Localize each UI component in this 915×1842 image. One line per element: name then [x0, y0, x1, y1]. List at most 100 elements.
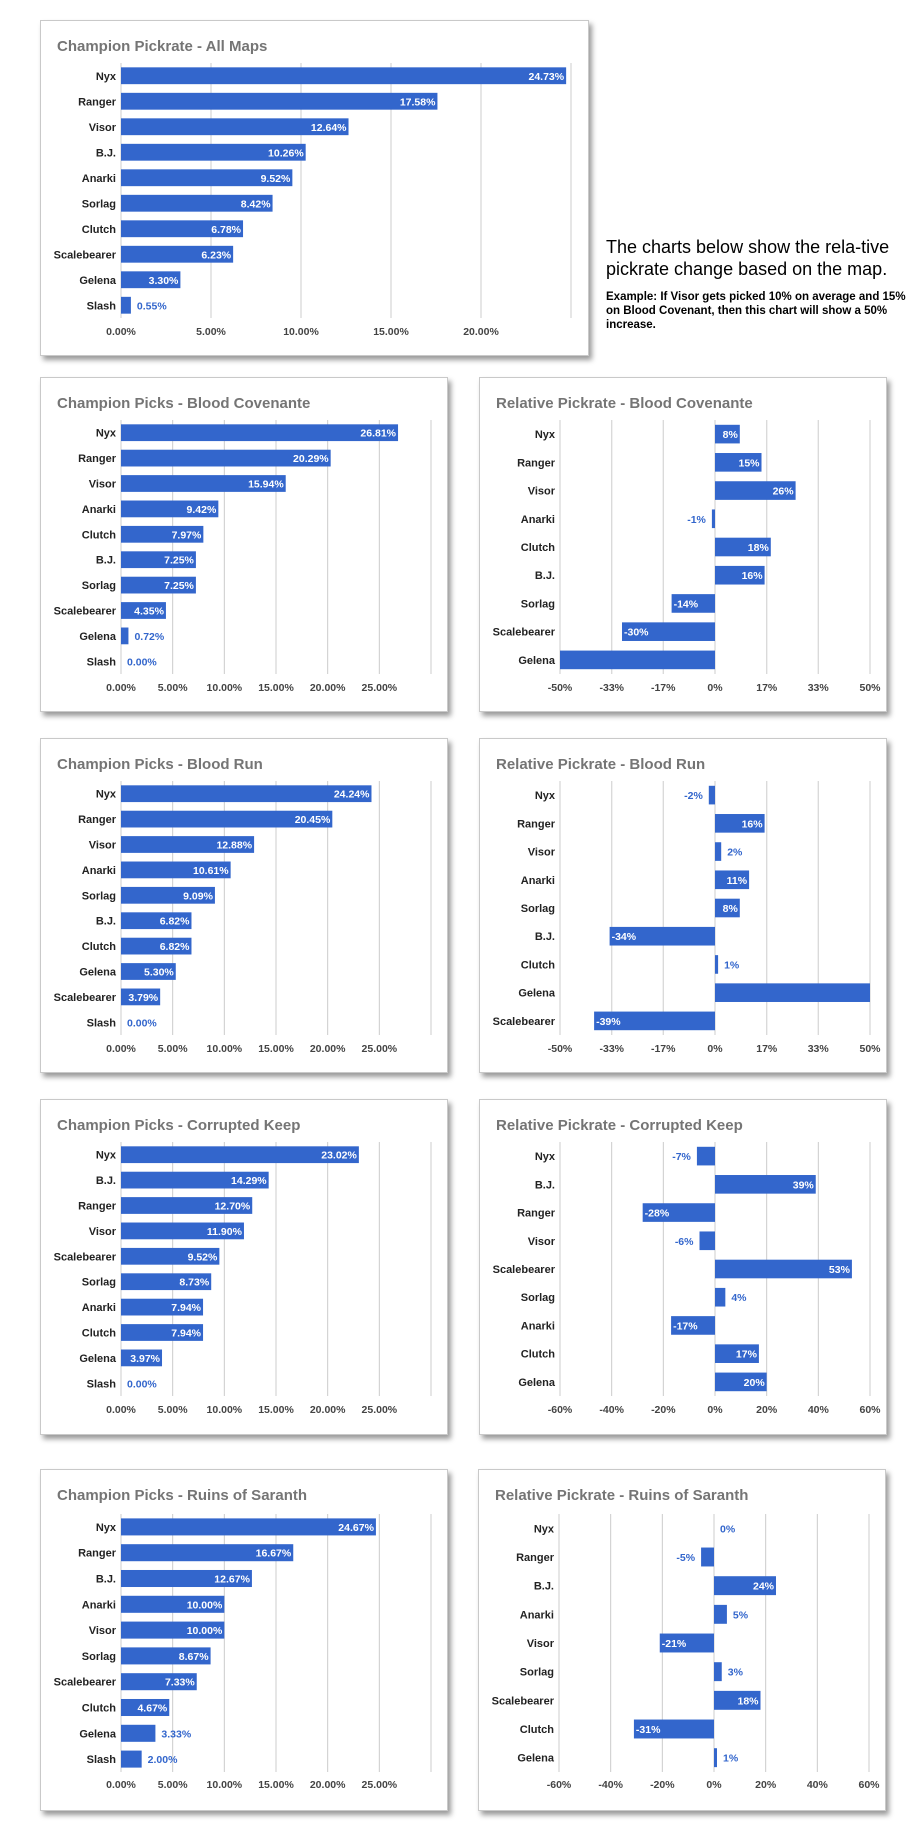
category-label: Ranger [517, 1208, 556, 1220]
bar-ranger [121, 93, 437, 110]
category-label: Anarki [82, 1302, 116, 1314]
category-label: Scalebearer [54, 606, 117, 618]
bar-visor [715, 842, 721, 861]
bar-nyx [121, 67, 566, 84]
x-tick-label: 10.00% [207, 682, 243, 694]
data-label: -31% [636, 1724, 661, 1736]
category-label: Ranger [78, 1548, 117, 1560]
category-label: Nyx [535, 790, 556, 802]
category-label: Gelena [79, 631, 117, 643]
x-tick-label: 20.00% [310, 1404, 346, 1416]
data-label: 8.42% [241, 198, 271, 210]
data-label: 18% [737, 1695, 759, 1707]
x-tick-label: 15.00% [258, 1779, 294, 1791]
data-label: 9.09% [183, 890, 213, 902]
chart-card-relative-blood-covenante: Relative Pickrate - Blood Covenante -50% -… [479, 377, 887, 712]
category-label: Visor [89, 122, 117, 134]
data-label: 14.29% [231, 1175, 267, 1187]
category-label: Gelena [79, 967, 117, 979]
x-tick-label: 25.00% [362, 1779, 398, 1791]
category-label: Gelena [79, 1728, 117, 1740]
category-label: Sorlag [82, 1277, 116, 1289]
bar-slash [121, 1751, 142, 1768]
x-tick-label: 50% [859, 1043, 881, 1055]
x-tick-label: 15.00% [258, 1404, 294, 1416]
category-label: Nyx [534, 1523, 555, 1535]
x-tick-label: 60% [859, 1404, 881, 1416]
data-label: -21% [662, 1638, 687, 1650]
category-label: B.J. [535, 1179, 555, 1191]
category-label: Gelena [79, 1353, 117, 1365]
chart-card-picks-blood-run: Champion Picks - Blood Run 0.00% 5.00% 10.0… [40, 738, 448, 1073]
x-tick-label: -17% [651, 1043, 676, 1055]
category-label: Nyx [535, 429, 556, 441]
category-label: Visor [89, 1226, 117, 1238]
x-tick-label: 0.00% [106, 1043, 136, 1055]
category-label: Scalebearer [54, 249, 117, 261]
category-label: Anarki [82, 1599, 116, 1611]
data-label: 4.67% [137, 1703, 167, 1715]
data-label: -6% [675, 1236, 694, 1248]
chart-title: Relative Pickrate - Blood Run [496, 756, 705, 773]
x-tick-label: 17% [756, 1043, 778, 1055]
x-tick-label: 10.00% [207, 1779, 243, 1791]
x-tick-label: -60% [548, 1404, 573, 1416]
note-example-text: Example: If Visor gets picked 10% on ave… [606, 290, 906, 332]
category-label: Ranger [78, 1201, 117, 1213]
data-label: 4.35% [134, 606, 164, 618]
bar-anarki [714, 1605, 727, 1624]
chart-picks-corrupted-keep: Champion Picks - Corrupted Keep0.00% 5.00… [41, 1100, 447, 1434]
category-label: Slash [87, 300, 117, 312]
data-label: 9.42% [187, 504, 217, 516]
bar-sorlag [715, 1288, 725, 1307]
data-label: -5% [676, 1552, 695, 1564]
chart-explanation-note: The charts below show the rela-tive pick… [606, 236, 906, 332]
data-label: 5% [733, 1609, 749, 1621]
chart-title: Champion Picks - Blood Run [57, 756, 263, 773]
category-label: B.J. [535, 931, 555, 943]
data-label: 8.73% [179, 1277, 209, 1289]
category-label: Sorlag [521, 903, 555, 915]
chart-title: Champion Picks - Corrupted Keep [57, 1117, 300, 1134]
chart-card-relative-corrupted-keep: Relative Pickrate - Corrupted Keep -60% -4… [479, 1099, 887, 1435]
category-label: Visor [528, 847, 556, 859]
category-label: B.J. [96, 555, 116, 567]
data-label: 18% [748, 542, 770, 554]
data-label: 17.58% [400, 96, 436, 108]
category-label: Ranger [517, 457, 556, 469]
category-label: Clutch [82, 1703, 117, 1715]
data-label: 3.33% [161, 1728, 191, 1740]
chart-picks-blood-run: Champion Picks - Blood Run 0.00% 5.00% 10.0… [41, 739, 447, 1072]
x-tick-label: -17% [651, 682, 676, 694]
x-tick-label: 5.00% [158, 1404, 188, 1416]
chart-title: Champion Pickrate - All Maps [57, 38, 267, 55]
data-label: 20.29% [293, 453, 329, 465]
x-tick-label: 15.00% [258, 1043, 294, 1055]
data-label: 10.00% [187, 1625, 223, 1637]
chart-card-all-maps: Champion Pickrate - All Maps 0.00% 5.00% 10… [40, 20, 589, 356]
bar-gelena [121, 628, 128, 645]
category-label: B.J. [96, 916, 116, 928]
category-label: Slash [87, 1017, 117, 1029]
chart-title: Relative Pickrate - Corrupted Keep [496, 1117, 743, 1134]
category-label: Clutch [82, 224, 117, 236]
data-label: 9.52% [261, 173, 291, 185]
category-label: Scalebearer [493, 1264, 556, 1276]
x-tick-label: 25.00% [362, 682, 398, 694]
category-label: Sorlag [82, 198, 116, 210]
category-label: Gelena [518, 655, 556, 667]
data-label: 15.94% [248, 479, 284, 491]
category-label: Sorlag [82, 580, 116, 592]
x-tick-label: -20% [651, 1404, 676, 1416]
data-label: 5.30% [144, 967, 174, 979]
chart-card-picks-corrupted-keep: Champion Picks - Corrupted Keep 0.00% 5.00… [40, 1099, 448, 1435]
category-label: Ranger [517, 818, 556, 830]
category-label: Slash [87, 1378, 117, 1390]
data-label: -34% [612, 931, 637, 943]
x-tick-label: 0% [707, 1043, 723, 1055]
data-label: 8% [723, 429, 739, 441]
category-label: Nyx [96, 428, 117, 440]
data-label: 6.23% [201, 249, 231, 261]
x-tick-label: 40% [808, 1404, 830, 1416]
data-label: 26.81% [360, 428, 396, 440]
